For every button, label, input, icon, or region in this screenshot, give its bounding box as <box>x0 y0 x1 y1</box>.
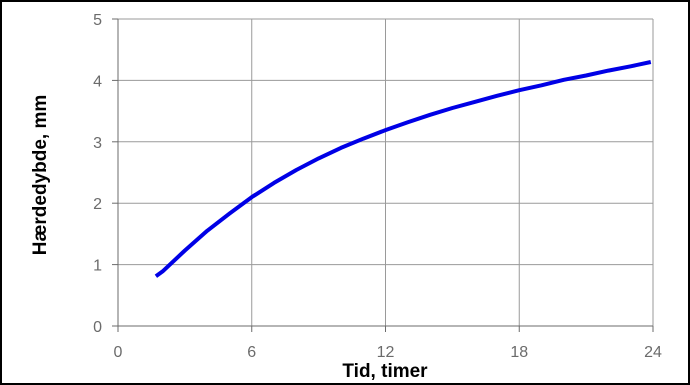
x-tick-label: 0 <box>114 344 123 361</box>
y-tick-label: 1 <box>93 258 102 275</box>
x-tick-labels: 0 6 12 18 24 <box>114 344 662 361</box>
y-tick-label: 0 <box>93 319 102 336</box>
series-layer <box>154 60 652 278</box>
grid <box>118 18 654 326</box>
y-tick-label: 2 <box>93 196 102 213</box>
x-axis-label: Tid, timer <box>342 361 428 382</box>
y-tick-label: 5 <box>93 12 102 29</box>
x-tick-label: 18 <box>510 344 528 361</box>
y-tick-label: 3 <box>93 135 102 152</box>
series-line <box>154 60 652 278</box>
x-tick-label: 12 <box>377 344 395 361</box>
x-tick-label: 6 <box>247 344 256 361</box>
y-tick-labels: 0 1 2 3 4 5 <box>93 12 102 336</box>
y-axis-label: Hærdedybde, mm <box>30 95 51 255</box>
axes <box>112 18 654 332</box>
x-tick-label: 24 <box>644 344 662 361</box>
y-tick-label: 4 <box>93 73 102 90</box>
